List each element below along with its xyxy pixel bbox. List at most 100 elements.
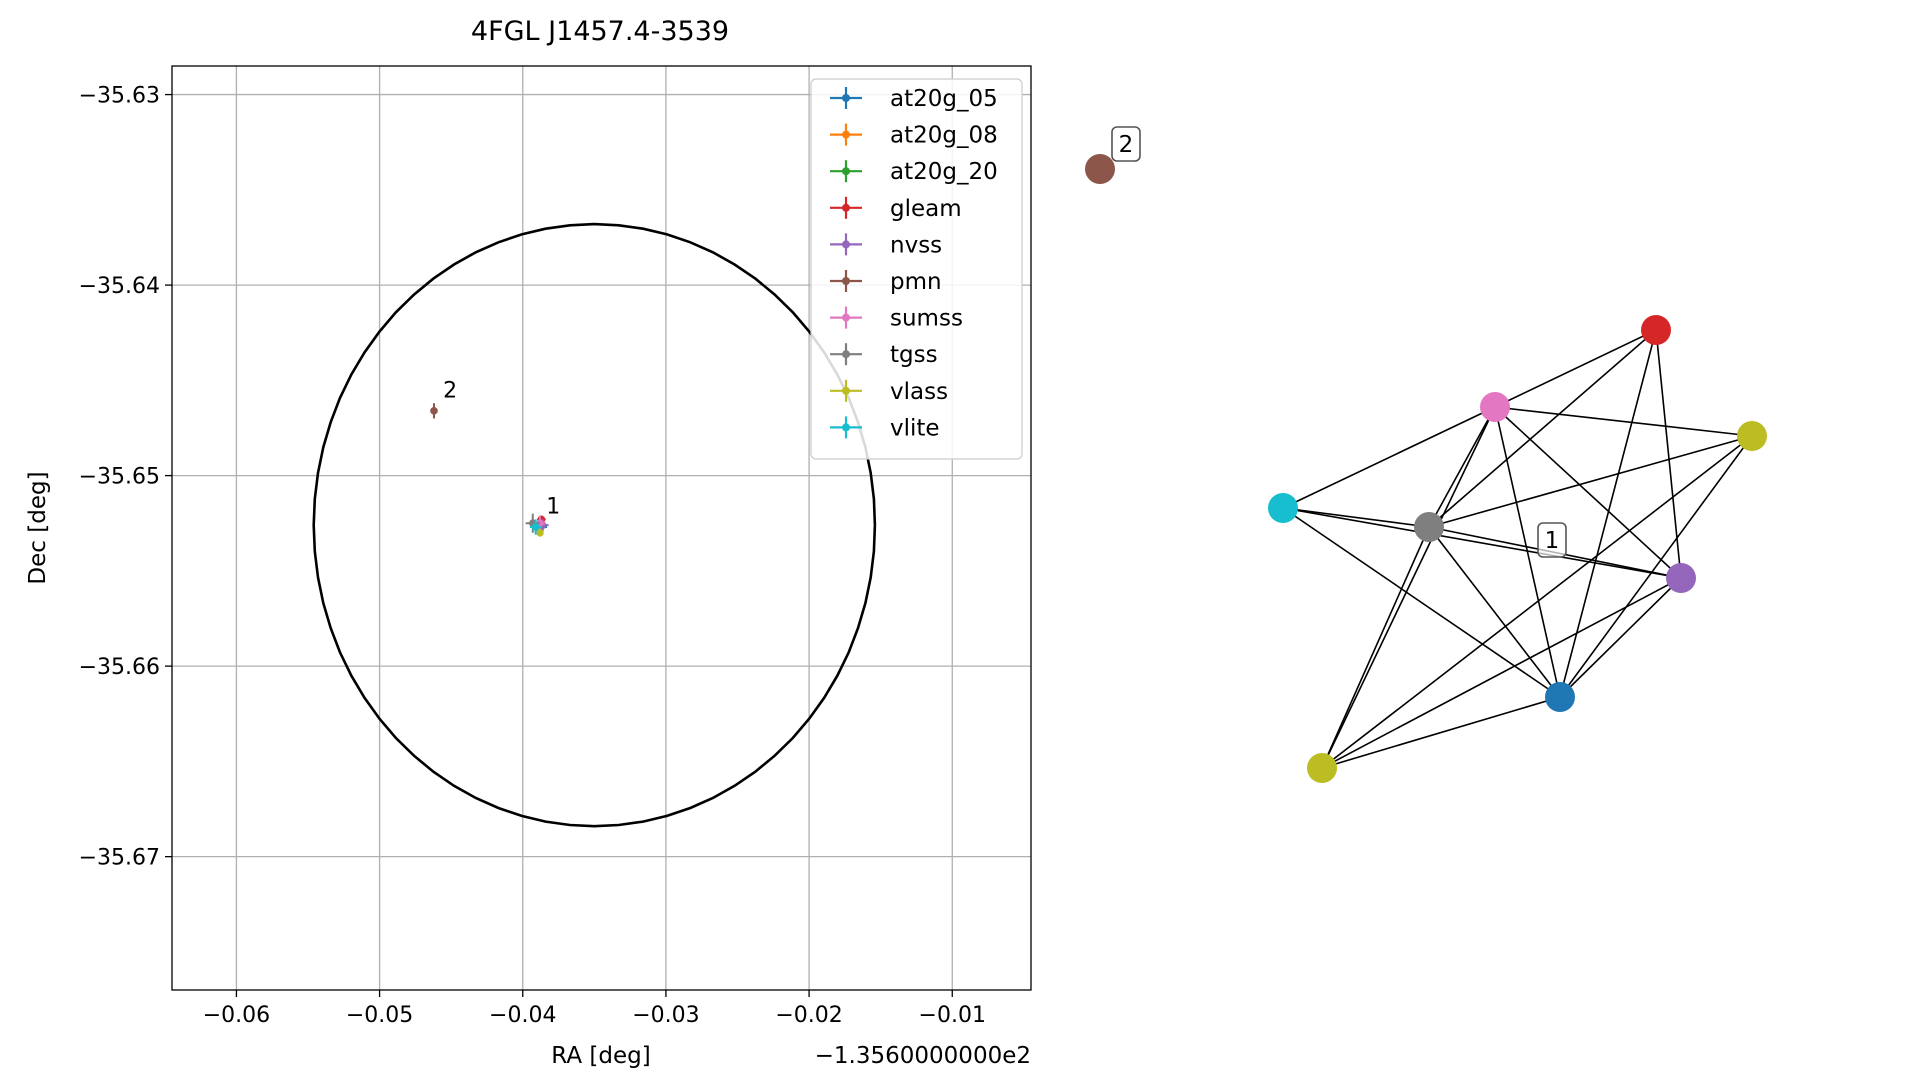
graph-node-gray — [1414, 512, 1444, 542]
legend-marker — [842, 423, 850, 432]
legend-marker — [842, 130, 850, 139]
graph-edge — [1282, 406, 1496, 509]
annotation-label: 2 — [443, 378, 457, 403]
graph-node-brown — [1085, 154, 1115, 184]
legend-marker — [842, 94, 850, 102]
network-graph: 1 2 — [1085, 126, 1767, 783]
legend-label: at20g_20 — [890, 159, 998, 185]
graph-node-cyan — [1268, 493, 1298, 523]
graph-node-blue — [1545, 682, 1575, 712]
legend-marker — [842, 240, 850, 249]
legend-item-tgss: tgss — [830, 342, 938, 368]
x-tick-label: −0.06 — [203, 1003, 270, 1028]
point-vlass — [536, 528, 544, 537]
graph-edge — [1494, 406, 1682, 579]
legend-label: tgss — [890, 342, 938, 368]
legend-item-nvss: nvss — [830, 232, 942, 258]
legend-marker — [842, 350, 850, 359]
x-tick-label: −0.05 — [346, 1003, 413, 1028]
label-box — [1111, 126, 1141, 162]
localization-ellipse — [312, 222, 877, 828]
legend-item-sumss: sumss — [830, 306, 963, 332]
legend-marker — [842, 167, 850, 176]
annotation-label: 1 — [546, 495, 560, 520]
point-annotations: 12 — [443, 378, 560, 519]
graph-edge — [1494, 329, 1657, 408]
y-axis-ticks: −35.63 −35.64 −35.65 −35.66 −35.67 — [79, 84, 172, 871]
data-points — [430, 403, 549, 537]
legend-item-vlass: vlass — [830, 379, 948, 405]
legend-label: sumss — [890, 306, 963, 332]
x-tick-label: −0.02 — [775, 1003, 842, 1028]
graph-node-purple — [1666, 563, 1696, 593]
graph-node-red — [1641, 315, 1671, 345]
graph-edge — [1655, 329, 1682, 579]
graph-nodes: 2 — [1085, 126, 1767, 783]
legend-item-gleam: gleam — [830, 196, 962, 222]
graph-edge — [1428, 329, 1657, 528]
legend-label: pmn — [890, 269, 942, 295]
y-tick-label: −35.63 — [79, 84, 160, 109]
label-box — [1537, 522, 1567, 558]
graph-edge — [1428, 526, 1561, 698]
legend-label: gleam — [890, 196, 962, 222]
legend-marker — [842, 313, 850, 322]
graph-cluster-labels: 1 — [1537, 522, 1567, 558]
legend-marker — [842, 277, 850, 285]
node-label-2: 2 — [1111, 126, 1141, 162]
graph-edge — [1559, 329, 1657, 698]
legend-item-at20g_20: at20g_20 — [830, 159, 998, 185]
graph-edge — [1282, 507, 1682, 579]
legend-label: nvss — [890, 232, 942, 258]
legend-label: at20g_08 — [890, 123, 998, 149]
x-tick-label: −0.04 — [489, 1003, 556, 1028]
graph-edge — [1428, 406, 1496, 528]
graph-edge — [1321, 406, 1496, 769]
point-vlite — [529, 519, 542, 535]
chart-title: 4FGL J1457.4-3539 — [471, 16, 729, 47]
y-tick-label: −35.65 — [79, 465, 160, 490]
y-axis-label: Dec [deg] — [25, 471, 51, 584]
localization-circle — [312, 222, 877, 828]
legend-item-at20g_05: at20g_05 — [830, 86, 998, 112]
legend-marker — [842, 386, 850, 395]
x-tick-label: −0.01 — [919, 1003, 986, 1028]
graph-edge — [1494, 406, 1753, 437]
legend-label: vlite — [890, 415, 940, 441]
legend-label: at20g_05 — [890, 86, 998, 112]
legend-item-pmn: pmn — [830, 269, 942, 295]
graph-edge — [1321, 526, 1430, 769]
point-pmn — [430, 403, 438, 419]
legend-item-at20g_08: at20g_08 — [830, 123, 998, 149]
graph-node-pink — [1480, 392, 1510, 422]
point-marker — [430, 407, 438, 415]
legend-item-vlite: vlite — [830, 415, 940, 441]
legend-box — [810, 78, 1023, 460]
x-tick-label: −0.03 — [632, 1003, 699, 1028]
y-tick-label: −35.64 — [79, 274, 160, 299]
label-text: 1 — [1545, 528, 1560, 554]
graph-edge — [1559, 435, 1753, 698]
plot-area-frame — [171, 65, 1032, 991]
point-marker — [536, 528, 544, 537]
point-marker — [531, 523, 540, 531]
graph-edge — [1282, 507, 1430, 528]
graph-edges — [1282, 329, 1753, 769]
x-axis-label: RA [deg] — [551, 1043, 650, 1069]
graph-edge — [1282, 507, 1561, 698]
cluster-label-1: 1 — [1537, 522, 1567, 558]
graph-edge — [1559, 577, 1682, 698]
graph-edge — [1321, 696, 1561, 769]
graph-node-olive-bottom — [1307, 753, 1337, 783]
legend-label: vlass — [890, 379, 948, 405]
x-axis-ticks: −0.06 −0.05 −0.04 −0.03 −0.02 −0.01 — [203, 990, 986, 1028]
label-text: 2 — [1119, 132, 1134, 158]
scatter-panel: 4FGL J1457.4-3539 12 −0.06 −0.05 −0.04 −0.0… — [25, 16, 1032, 1069]
x-axis-offset-label: −1.3560000000e2 — [815, 1043, 1031, 1069]
y-tick-label: −35.67 — [79, 846, 160, 871]
legend-marker — [842, 203, 850, 212]
graph-node-olive-right — [1737, 421, 1767, 451]
y-tick-label: −35.66 — [79, 655, 160, 680]
